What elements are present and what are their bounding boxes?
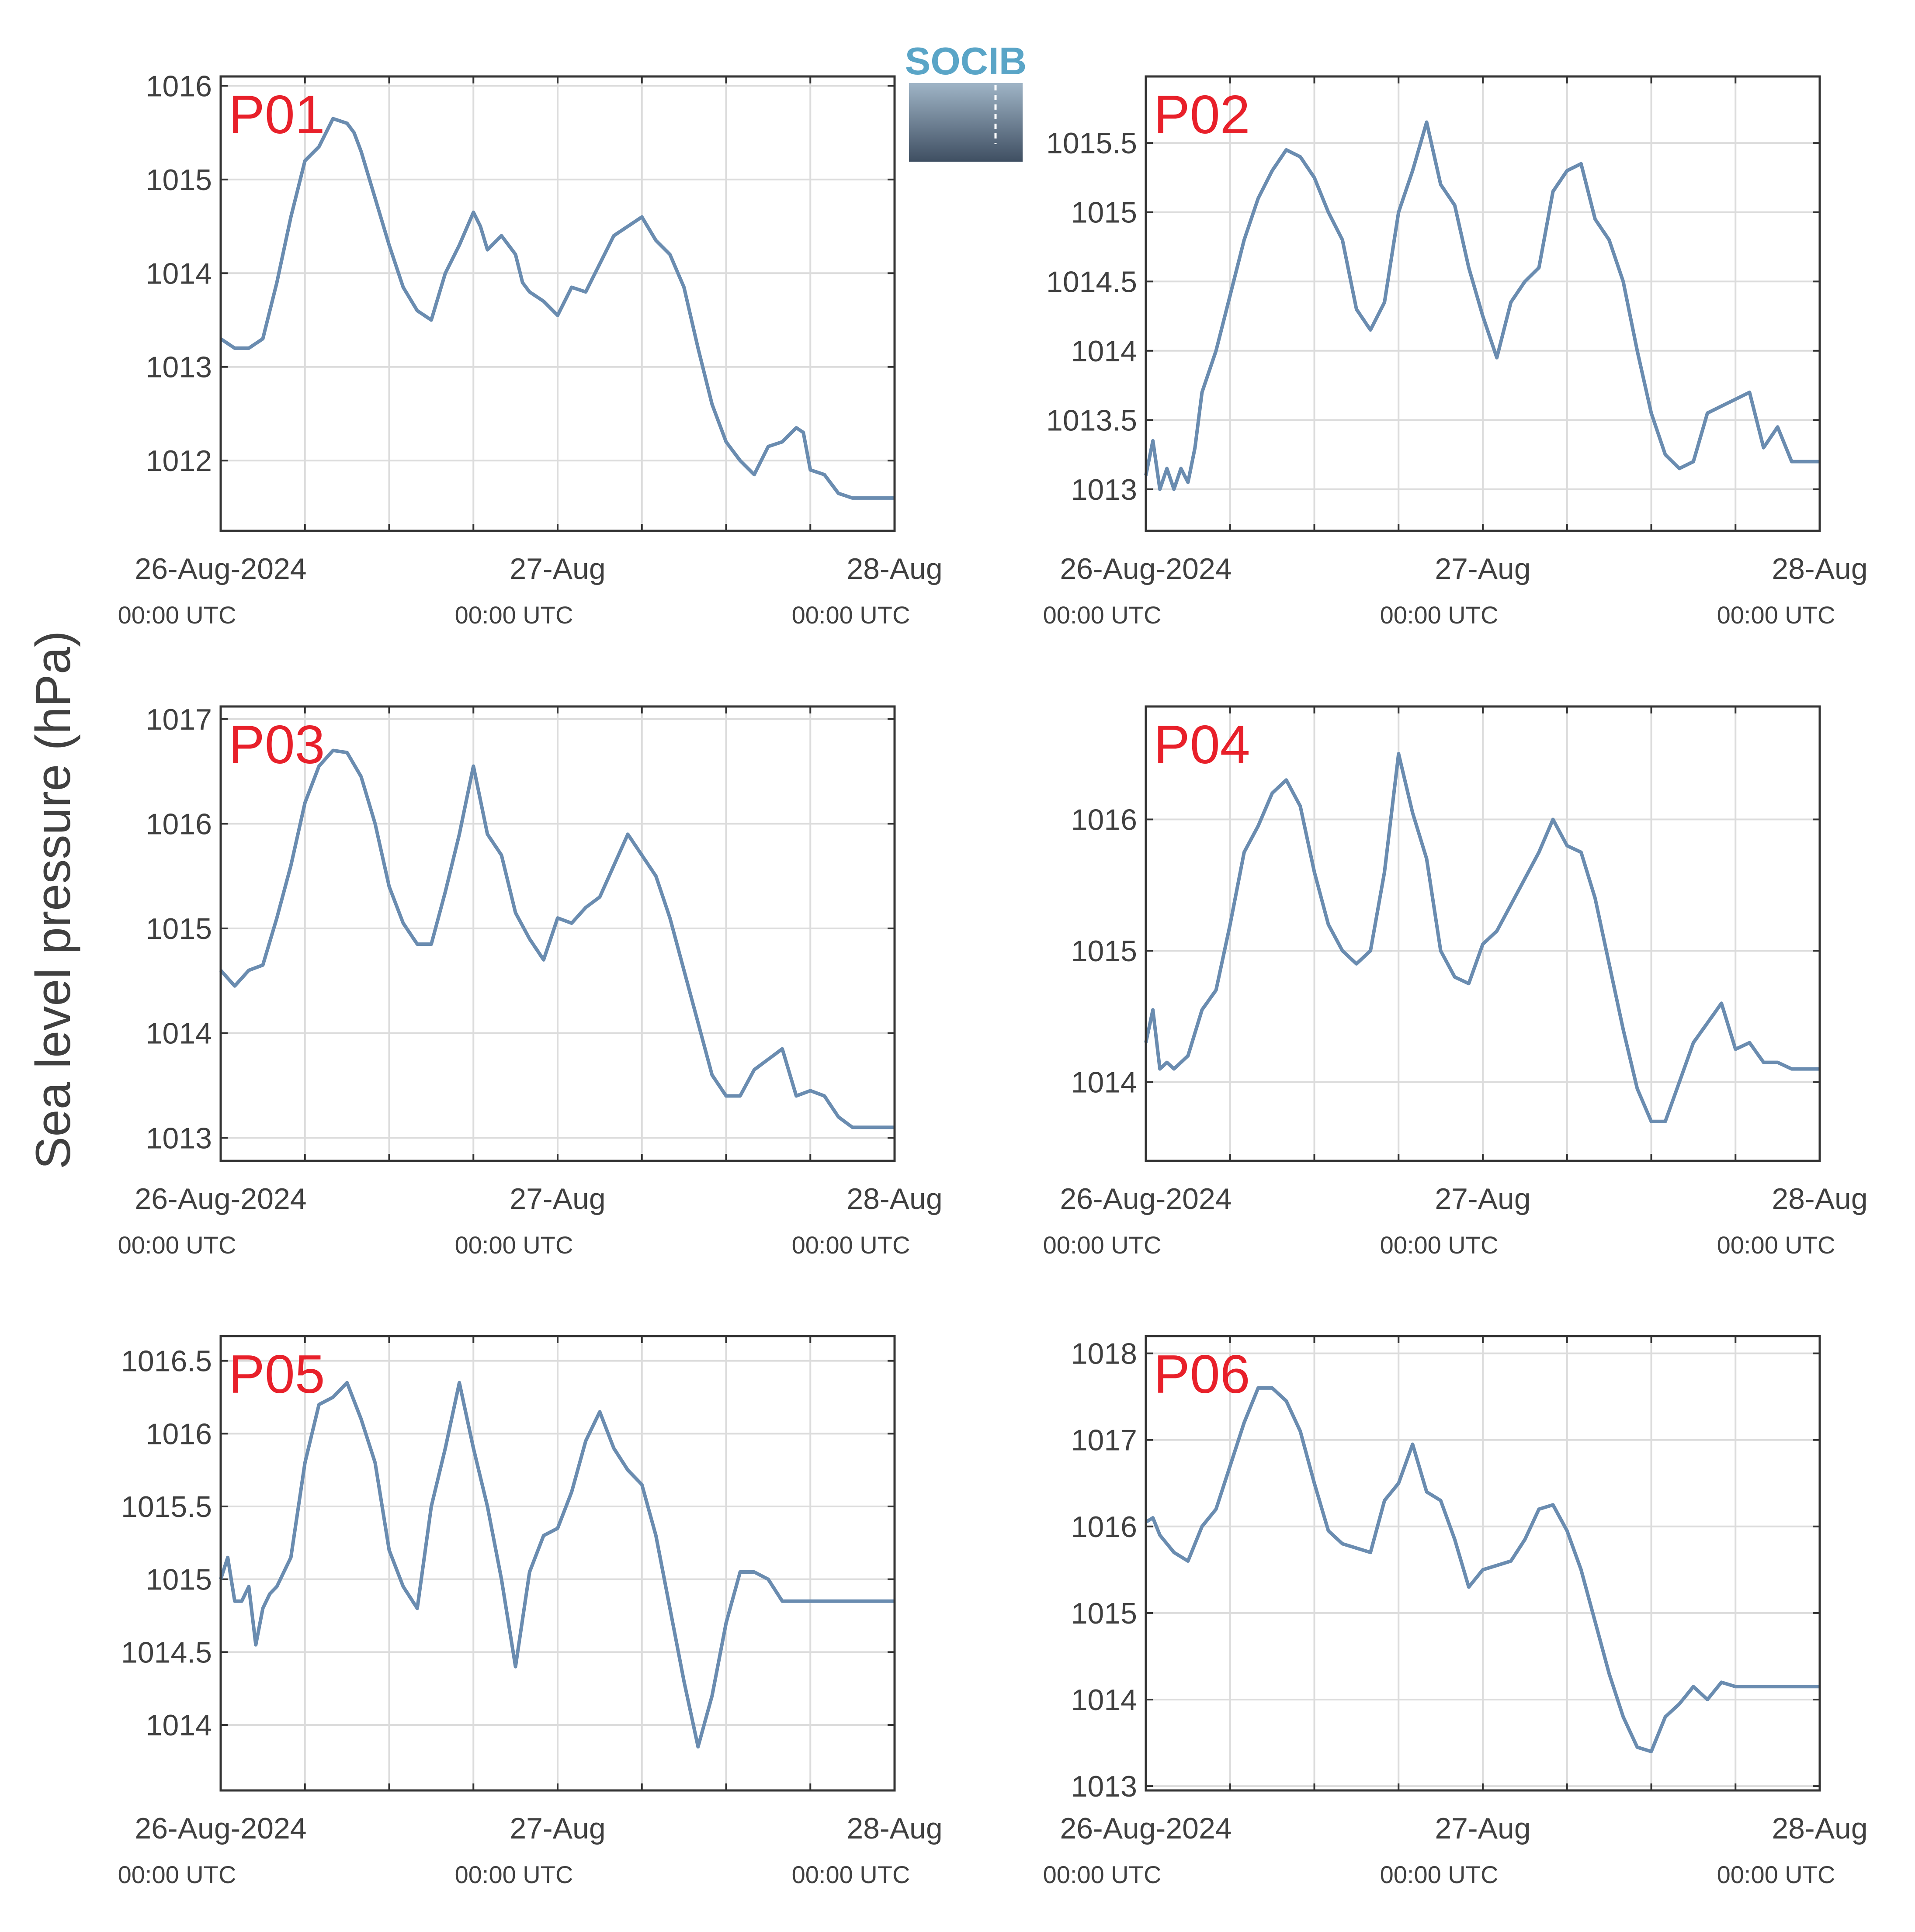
x-tick-date-label: 27-Aug <box>510 1812 605 1845</box>
x-tick-time-label: 00:00 UTC <box>792 601 910 629</box>
y-tick-label: 1016 <box>146 1417 212 1451</box>
panel-p03: 1013 1014 1015 1016 1017 26-Aug-2024 00:00 UTC… <box>118 703 943 1259</box>
x-tick-time-label: 00:00 UTC <box>1380 1231 1499 1259</box>
y-tick-label: 1016 <box>146 69 212 103</box>
x-tick-time-label: 00:00 UTC <box>1380 601 1499 629</box>
x-tick-date-label: 26-Aug-2024 <box>1060 1182 1232 1215</box>
x-tick-date-label: 28-Aug <box>846 1812 942 1845</box>
axes-frame <box>219 705 896 1162</box>
axes-frame <box>1145 705 1821 1162</box>
x-tick-date-label: 28-Aug <box>846 1182 942 1215</box>
figure-y-axis-label: Sea level pressure (hPa) <box>26 631 80 1170</box>
x-tick-date-label: 27-Aug <box>510 552 605 585</box>
x-tick-date-label: 28-Aug <box>1772 1182 1867 1215</box>
panel-p04: 1014 1015 1016 26-Aug-2024 00:00 UTC 27-Aug 00… <box>1043 705 1868 1259</box>
y-tick-label: 1016 <box>1071 1510 1137 1544</box>
y-tick-label: 1013 <box>146 1122 212 1155</box>
y-tick-label: 1016 <box>1071 803 1137 836</box>
axes-frame <box>219 75 896 532</box>
x-tick-time-label: 00:00 UTC <box>792 1231 910 1259</box>
x-tick-date-label: 27-Aug <box>1435 1812 1530 1845</box>
series-line-p03 <box>219 748 895 1129</box>
panel-label: P03 <box>229 715 325 775</box>
panel-p01: 1012 1013 1014 1015 1016 26-Aug-2024 00:00 UTC… <box>118 69 943 629</box>
y-tick-label: 1014 <box>146 1709 212 1742</box>
y-tick-label: 1017 <box>146 703 212 736</box>
x-tick-date-label: 26-Aug-2024 <box>135 1812 306 1845</box>
panel-p06: 1013 1014 1015 1016 1017 1018 26-Aug-2024 00:00… <box>1043 1335 1868 1888</box>
x-tick-time-label: 00:00 UTC <box>118 1861 236 1888</box>
x-tick-time-label: 00:00 UTC <box>1717 1231 1835 1259</box>
y-tick-label: 1014 <box>1071 1066 1137 1099</box>
y-tick-label: 1013.5 <box>1046 404 1137 437</box>
x-tick-date-label: 26-Aug-2024 <box>1060 552 1232 585</box>
socib-logo: SOCIB <box>905 39 1027 162</box>
x-tick-time-label: 00:00 UTC <box>118 1231 236 1259</box>
x-tick-time-label: 00:00 UTC <box>455 601 573 629</box>
series-line-p01 <box>219 117 895 500</box>
x-tick-time-label: 00:00 UTC <box>1380 1861 1499 1888</box>
x-tick-time-label: 00:00 UTC <box>1043 601 1162 629</box>
x-tick-date-label: 26-Aug-2024 <box>1060 1812 1232 1845</box>
x-tick-date-label: 27-Aug <box>1435 552 1530 585</box>
x-tick-date-label: 26-Aug-2024 <box>135 1182 306 1215</box>
x-tick-time-label: 00:00 UTC <box>455 1861 573 1888</box>
y-tick-label: 1015 <box>1071 935 1137 968</box>
y-tick-label: 1015.5 <box>121 1490 212 1523</box>
x-tick-time-label: 00:00 UTC <box>1043 1231 1162 1259</box>
logo-text: SOCIB <box>905 39 1027 83</box>
y-tick-label: 1015 <box>146 163 212 197</box>
x-tick-time-label: 00:00 UTC <box>118 601 236 629</box>
x-tick-time-label: 00:00 UTC <box>792 1861 910 1888</box>
x-tick-date-label: 28-Aug <box>1772 1812 1867 1845</box>
y-tick-label: 1014 <box>146 257 212 290</box>
series-line-p02 <box>1144 120 1820 491</box>
y-tick-label: 1014.5 <box>1046 265 1137 298</box>
y-tick-label: 1014 <box>1071 1683 1137 1717</box>
y-tick-label: 1015 <box>1071 1597 1137 1630</box>
y-tick-label: 1016.5 <box>121 1345 212 1378</box>
x-tick-date-label: 27-Aug <box>1435 1182 1530 1215</box>
panel-p02: 1013 1013.5 1014 1014.5 1015 1015.5 26-Aug-202… <box>1043 75 1868 629</box>
logo-wave-block <box>909 83 1023 162</box>
x-tick-time-label: 00:00 UTC <box>1717 1861 1835 1888</box>
x-tick-time-label: 00:00 UTC <box>455 1231 573 1259</box>
series-line-p06 <box>1145 1386 1820 1753</box>
y-tick-label: 1013 <box>1071 1770 1137 1803</box>
x-tick-date-label: 28-Aug <box>1772 552 1867 585</box>
y-tick-label: 1013 <box>146 351 212 384</box>
y-tick-label: 1017 <box>1071 1424 1137 1457</box>
x-tick-date-label: 26-Aug-2024 <box>135 552 306 585</box>
y-tick-label: 1014 <box>146 1017 212 1050</box>
y-tick-label: 1013 <box>1071 473 1137 506</box>
y-tick-label: 1015.5 <box>1046 127 1137 160</box>
axes-frame <box>219 1335 896 1792</box>
series-line-p04 <box>1144 752 1820 1123</box>
y-tick-label: 1015 <box>146 1563 212 1596</box>
axes-frame <box>1145 75 1821 532</box>
panel-p05: 1014 1014.5 1015 1015.5 1016 1016.5 26-Aug-202… <box>118 1335 943 1888</box>
panel-label: P05 <box>229 1344 325 1405</box>
series-line-p05 <box>219 1381 895 1748</box>
axes-frame <box>1145 1335 1821 1792</box>
x-tick-date-label: 27-Aug <box>510 1182 605 1215</box>
y-tick-label: 1014.5 <box>121 1636 212 1669</box>
y-tick-label: 1016 <box>146 807 212 841</box>
y-tick-label: 1015 <box>146 912 212 945</box>
y-tick-label: 1012 <box>146 444 212 478</box>
x-tick-time-label: 00:00 UTC <box>1717 601 1835 629</box>
panel-label: P02 <box>1154 85 1250 145</box>
x-tick-date-label: 28-Aug <box>846 552 942 585</box>
panel-label: P01 <box>229 85 325 145</box>
y-tick-label: 1018 <box>1071 1337 1137 1371</box>
x-tick-time-label: 00:00 UTC <box>1043 1861 1162 1888</box>
y-tick-label: 1014 <box>1071 335 1137 368</box>
y-tick-label: 1015 <box>1071 196 1137 229</box>
panel-label: P04 <box>1154 715 1250 775</box>
panel-label: P06 <box>1154 1344 1250 1405</box>
